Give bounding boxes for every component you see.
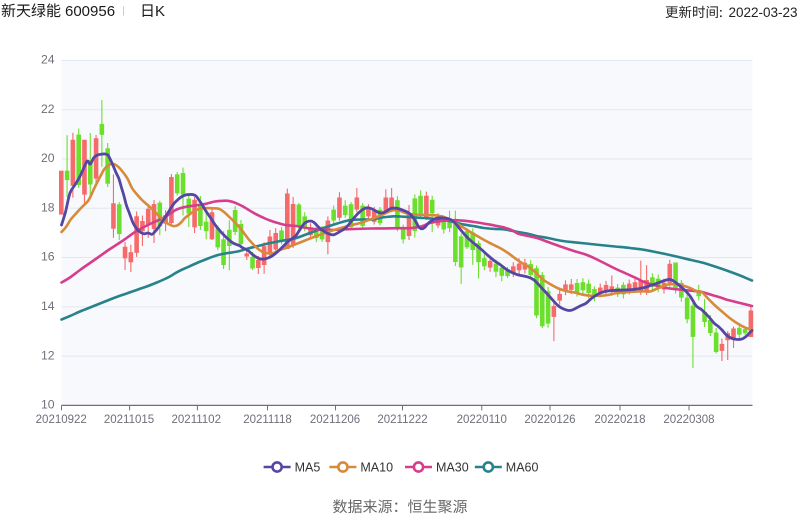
svg-text:20: 20: [41, 151, 55, 165]
svg-text:20211118: 20211118: [243, 414, 292, 426]
svg-text:20210922: 20210922: [36, 414, 87, 426]
svg-text:22: 22: [41, 102, 55, 116]
svg-text:20220218: 20220218: [594, 414, 645, 426]
svg-text:20211102: 20211102: [172, 414, 221, 426]
svg-text:20211206: 20211206: [310, 414, 360, 426]
svg-text:600956: 600956: [65, 3, 115, 20]
svg-text:20220308: 20220308: [663, 414, 714, 426]
svg-text:MA30: MA30: [436, 461, 469, 475]
svg-text:24: 24: [41, 53, 55, 67]
svg-text:MA5: MA5: [295, 461, 321, 475]
svg-text:20220110: 20220110: [457, 414, 507, 426]
svg-text:12: 12: [41, 348, 55, 362]
svg-text:16: 16: [41, 250, 55, 264]
svg-text:14: 14: [41, 299, 55, 313]
svg-text:MA10: MA10: [360, 461, 393, 475]
svg-text:20220126: 20220126: [524, 414, 575, 426]
svg-text:K: K: [155, 3, 165, 20]
svg-text:20211222: 20211222: [377, 414, 427, 426]
svg-text:20211015: 20211015: [104, 414, 154, 426]
svg-text:2022-03-23: 2022-03-23: [728, 5, 797, 20]
svg-text:18: 18: [41, 201, 55, 215]
svg-text:MA60: MA60: [506, 461, 539, 475]
svg-text:10: 10: [41, 398, 55, 412]
